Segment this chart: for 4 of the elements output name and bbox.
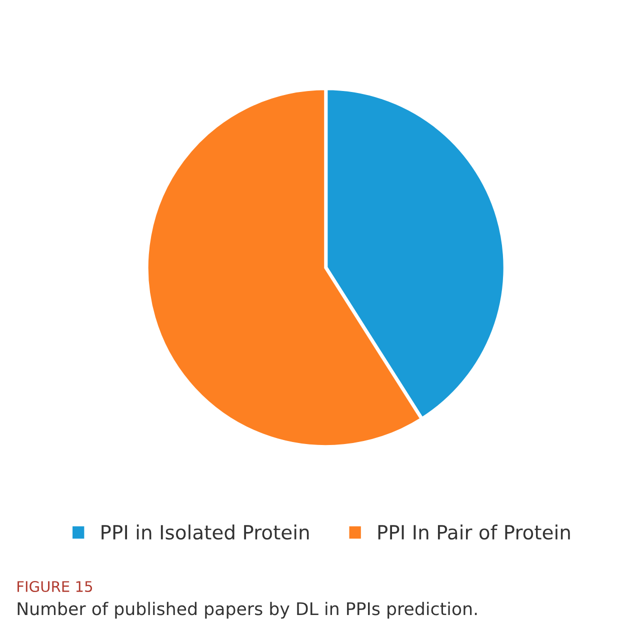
caption: FIGURE 15 bbox=[18, 580, 92, 592]
text: Number of published papers by DL in PPIs prediction. bbox=[18, 602, 477, 619]
legend-label: PPI In Pair of Protein bbox=[378, 524, 570, 540]
legend-label: PPI in Isolated Protein bbox=[102, 524, 309, 540]
